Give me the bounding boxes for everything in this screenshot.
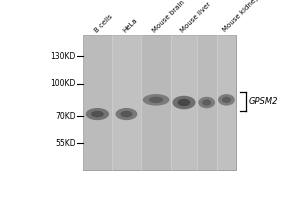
Ellipse shape xyxy=(198,97,215,108)
Ellipse shape xyxy=(86,108,109,120)
Text: GPSM2: GPSM2 xyxy=(249,97,279,106)
Text: Mouse kidney: Mouse kidney xyxy=(222,0,260,33)
Text: 70KD: 70KD xyxy=(55,112,76,121)
Text: Mouse brain: Mouse brain xyxy=(152,0,186,33)
Ellipse shape xyxy=(91,111,104,117)
Text: HeLa: HeLa xyxy=(122,17,139,33)
FancyBboxPatch shape xyxy=(112,35,141,170)
Ellipse shape xyxy=(218,94,235,106)
Ellipse shape xyxy=(202,99,211,106)
Text: B cells: B cells xyxy=(93,13,113,33)
FancyBboxPatch shape xyxy=(171,35,197,170)
Ellipse shape xyxy=(149,97,164,103)
FancyBboxPatch shape xyxy=(197,35,217,170)
Text: 100KD: 100KD xyxy=(50,79,76,88)
Ellipse shape xyxy=(120,111,132,117)
Ellipse shape xyxy=(178,99,190,106)
FancyBboxPatch shape xyxy=(83,35,112,170)
Text: 130KD: 130KD xyxy=(50,52,76,61)
FancyBboxPatch shape xyxy=(217,35,236,170)
FancyBboxPatch shape xyxy=(83,35,236,170)
Ellipse shape xyxy=(172,96,196,109)
Ellipse shape xyxy=(143,94,169,106)
Ellipse shape xyxy=(222,97,231,103)
Text: 55KD: 55KD xyxy=(55,139,76,148)
FancyBboxPatch shape xyxy=(141,35,171,170)
Ellipse shape xyxy=(116,108,137,120)
Text: Mouse liver: Mouse liver xyxy=(180,1,212,33)
